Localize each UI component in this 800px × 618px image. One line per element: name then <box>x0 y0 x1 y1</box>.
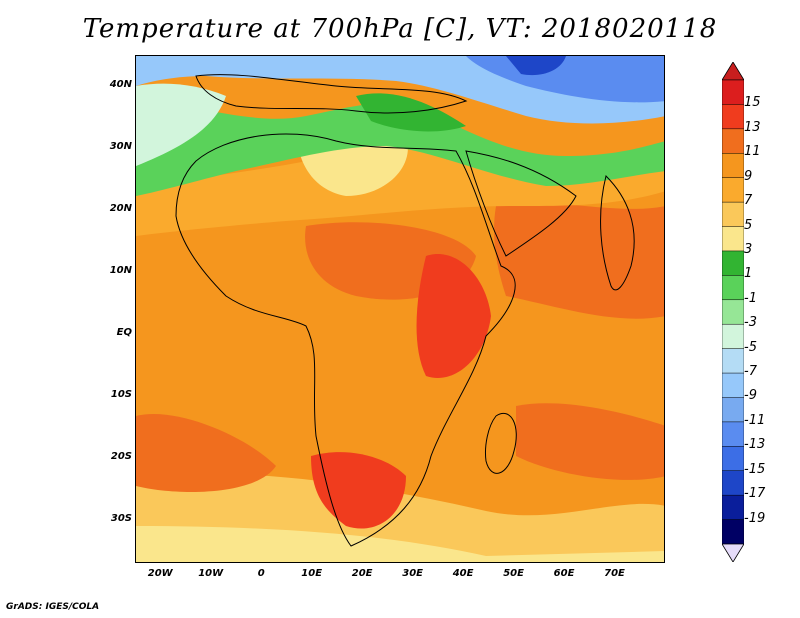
colorbar-tick-label: -13 <box>744 437 766 453</box>
colorbar-segment <box>722 201 744 228</box>
colorbar-tick-label: 3 <box>744 241 753 257</box>
coastline-india <box>600 175 635 291</box>
colorbar-segment <box>722 372 744 399</box>
colorbar-segment <box>722 519 744 545</box>
colorbar-tick-label: 11 <box>744 144 761 160</box>
colorbar-tick-label: -19 <box>744 510 766 526</box>
colorbar-segment <box>722 128 744 154</box>
x-tick-label: 0 <box>257 568 265 579</box>
colorbar-segment <box>722 446 744 472</box>
y-tick-label: 20N <box>109 202 132 214</box>
field-cool-northwest <box>136 83 226 166</box>
colorbar-tick-label: -11 <box>744 412 766 428</box>
x-tick-label: 40E <box>452 568 474 579</box>
temperature-field-map <box>136 56 664 562</box>
footer-credit: GrADS: IGES/COLA <box>6 602 100 612</box>
map-plot-area <box>135 55 665 563</box>
colorbar-tick-label: 5 <box>744 217 753 233</box>
colorbar-segment <box>722 79 744 105</box>
y-tick-label: 10S <box>110 388 132 400</box>
coastline-europe <box>195 74 468 114</box>
y-tick-label: EQ <box>116 326 132 338</box>
colorbar-segment <box>722 421 744 447</box>
colorbar-segment <box>722 275 744 301</box>
field-east-hot <box>516 403 664 480</box>
colorbar-segment <box>722 226 744 252</box>
field-green-band <box>136 96 664 196</box>
colorbar-tick-label: 13 <box>744 119 761 135</box>
field-south-hot-west <box>136 414 276 492</box>
coastline-arabia <box>465 150 577 257</box>
colorbar-tick-label: -7 <box>744 364 757 380</box>
field-south-pale-band <box>136 526 664 562</box>
colorbar-segment <box>722 348 744 374</box>
colorbar-segment <box>722 323 744 350</box>
colorbar-segment <box>722 153 744 179</box>
field-east-africa-hot <box>416 254 491 378</box>
colorbar-segment <box>722 494 744 521</box>
colorbar-tick-label: -15 <box>744 461 766 477</box>
colorbar-segment <box>722 397 744 423</box>
x-tick-label: 10E <box>301 568 323 579</box>
colorbar-tick-label: 15 <box>744 95 761 111</box>
x-tick-label: 30E <box>402 568 423 579</box>
field-indian-warm <box>494 203 664 319</box>
x-tick-label: 50E <box>503 568 524 579</box>
colorbar-tick-label: -3 <box>744 315 757 331</box>
x-tick-label: 10W <box>198 568 224 579</box>
colorbar <box>722 62 744 562</box>
colorbar-tick-label: 1 <box>744 266 753 282</box>
chart-title: Temperature at 700hPa [C], VT: 201802011… <box>82 14 718 44</box>
x-tick-label: 70E <box>604 568 625 579</box>
colorbar-tick-label: -17 <box>744 486 766 502</box>
y-tick-label: 20S <box>110 450 132 462</box>
colorbar-tick-label: -9 <box>744 388 757 404</box>
coastline-madagascar <box>485 413 517 474</box>
y-tick-label: 10N <box>109 264 132 276</box>
colorbar-tick-label: 7 <box>744 193 753 209</box>
colorbar-min-arrow <box>722 543 744 562</box>
colorbar-max-arrow <box>722 62 744 81</box>
y-tick-label: 30N <box>109 140 132 152</box>
field-sahara-yellow <box>136 143 664 236</box>
colorbar-segment <box>722 299 744 325</box>
x-tick-label: 20W <box>147 568 173 579</box>
colorbar-tick-label: -5 <box>744 339 757 355</box>
colorbar-tick-label: 9 <box>744 168 753 184</box>
colorbar-segment <box>722 470 744 496</box>
field-cold-core <box>506 56 566 76</box>
y-tick-label: 30S <box>110 512 132 524</box>
field-south-hot-africa <box>311 452 406 529</box>
colorbar-segment <box>722 177 744 203</box>
x-tick-label: 20E <box>351 568 373 579</box>
x-tick-label: 60E <box>553 568 575 579</box>
y-tick-label: 40N <box>109 78 132 90</box>
field-cold-northeast <box>466 56 664 103</box>
colorbar-segment <box>722 250 744 276</box>
colorbar-tick-label: -1 <box>744 290 757 306</box>
coastline-africa <box>175 133 516 547</box>
colorbar-segment <box>722 104 744 130</box>
